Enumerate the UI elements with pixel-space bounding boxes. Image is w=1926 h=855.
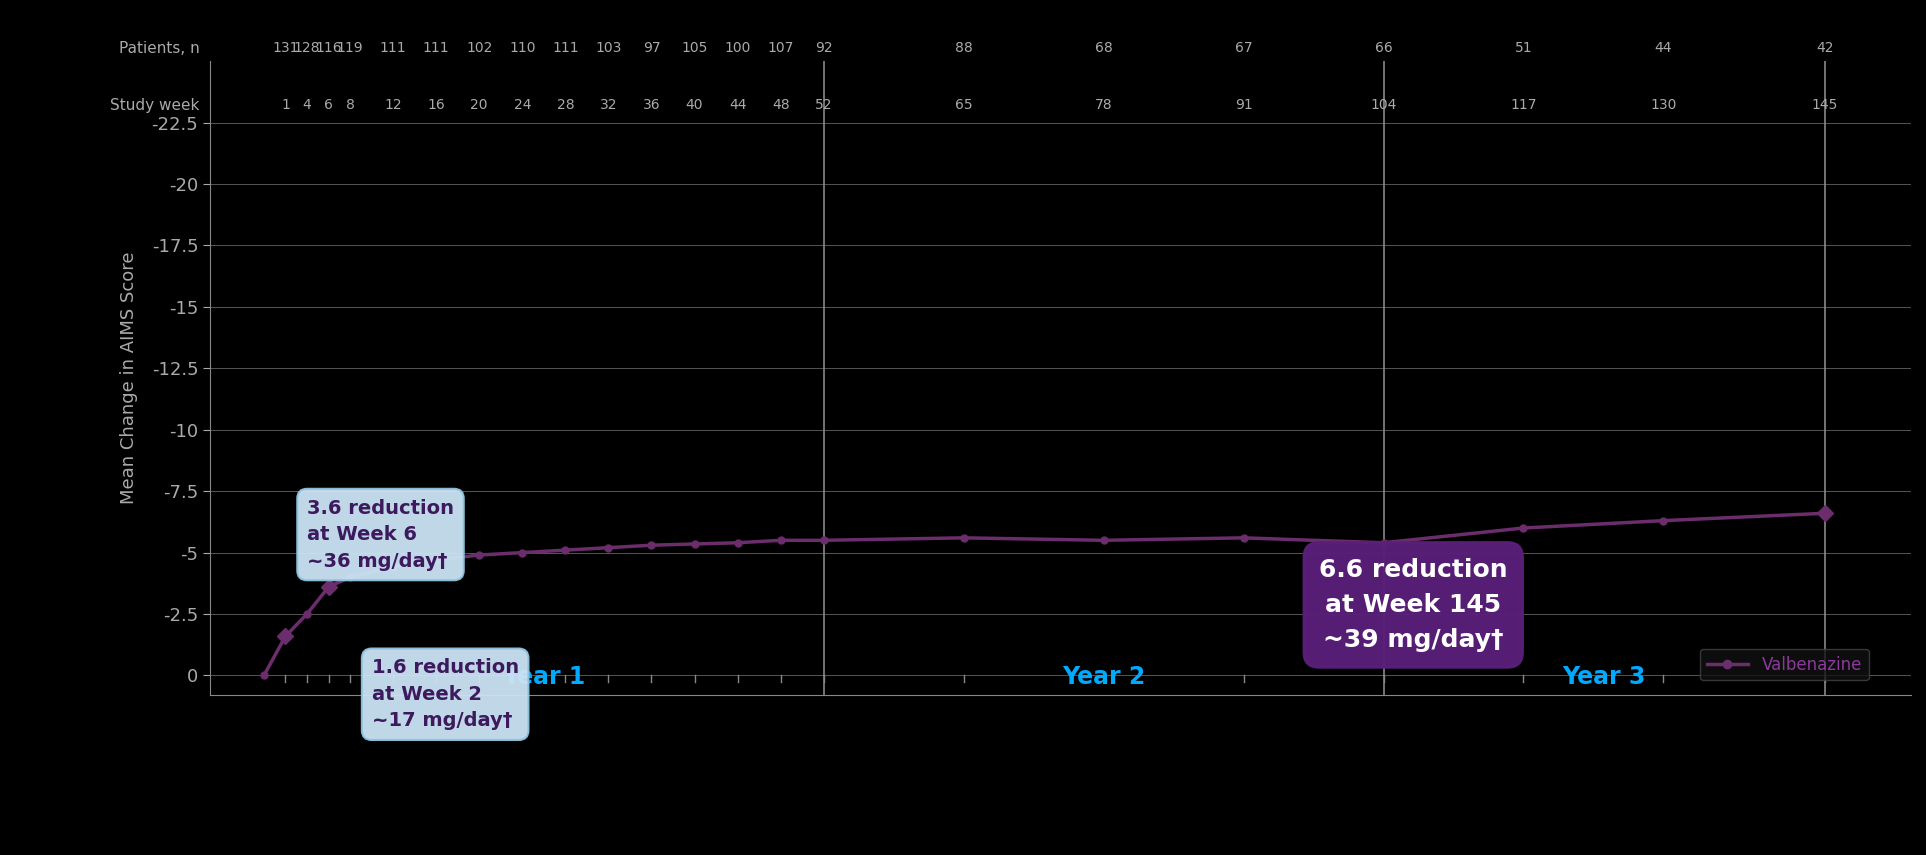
Text: 104: 104 xyxy=(1369,98,1396,112)
Text: Patients, n: Patients, n xyxy=(119,41,200,56)
Text: 6.6 reduction
at Week 145
~39 mg/day†: 6.6 reduction at Week 145 ~39 mg/day† xyxy=(1319,557,1508,652)
Text: 1: 1 xyxy=(281,98,291,112)
Text: Study week: Study week xyxy=(110,98,200,113)
Text: 145: 145 xyxy=(1812,98,1837,112)
Text: 51: 51 xyxy=(1514,41,1533,56)
Text: 52: 52 xyxy=(815,98,832,112)
Text: 28: 28 xyxy=(557,98,574,112)
Text: 131: 131 xyxy=(272,41,299,56)
Text: 116: 116 xyxy=(316,41,341,56)
Text: 4: 4 xyxy=(302,98,312,112)
Text: 42: 42 xyxy=(1816,41,1834,56)
Text: 12: 12 xyxy=(385,98,403,112)
Text: 111: 111 xyxy=(553,41,578,56)
Text: 44: 44 xyxy=(1654,41,1672,56)
Legend: Valbenazine: Valbenazine xyxy=(1701,649,1868,681)
Text: 110: 110 xyxy=(508,41,535,56)
Text: 16: 16 xyxy=(428,98,445,112)
Text: 100: 100 xyxy=(724,41,751,56)
Text: Year 1: Year 1 xyxy=(503,665,586,689)
Text: 48: 48 xyxy=(772,98,790,112)
Text: 119: 119 xyxy=(337,41,364,56)
Text: 8: 8 xyxy=(345,98,354,112)
Text: 103: 103 xyxy=(595,41,622,56)
Text: 6: 6 xyxy=(324,98,333,112)
Text: Year 2: Year 2 xyxy=(1061,665,1146,689)
Text: 20: 20 xyxy=(470,98,487,112)
Text: 111: 111 xyxy=(379,41,406,56)
Text: 32: 32 xyxy=(599,98,616,112)
Text: 68: 68 xyxy=(1094,41,1113,56)
Text: 102: 102 xyxy=(466,41,493,56)
Text: 117: 117 xyxy=(1510,98,1537,112)
Text: 107: 107 xyxy=(767,41,794,56)
Text: 66: 66 xyxy=(1375,41,1392,56)
Text: 130: 130 xyxy=(1651,98,1678,112)
Text: 92: 92 xyxy=(815,41,832,56)
Y-axis label: Mean Change in AIMS Score: Mean Change in AIMS Score xyxy=(119,252,137,504)
Text: 36: 36 xyxy=(643,98,661,112)
Text: 1.6 reduction
at Week 2
~17 mg/day†: 1.6 reduction at Week 2 ~17 mg/day† xyxy=(372,658,518,730)
Text: 65: 65 xyxy=(955,98,973,112)
Text: 128: 128 xyxy=(295,41,320,56)
Text: 40: 40 xyxy=(686,98,703,112)
Text: 91: 91 xyxy=(1235,98,1252,112)
Text: 78: 78 xyxy=(1094,98,1113,112)
Text: 111: 111 xyxy=(424,41,449,56)
Text: 24: 24 xyxy=(514,98,532,112)
Text: 3.6 reduction
at Week 6
~36 mg/day†: 3.6 reduction at Week 6 ~36 mg/day† xyxy=(306,498,455,570)
Text: 67: 67 xyxy=(1235,41,1252,56)
Text: 97: 97 xyxy=(643,41,661,56)
Text: 44: 44 xyxy=(728,98,747,112)
Text: Year 3: Year 3 xyxy=(1562,665,1647,689)
Text: 88: 88 xyxy=(955,41,973,56)
Text: 105: 105 xyxy=(682,41,707,56)
